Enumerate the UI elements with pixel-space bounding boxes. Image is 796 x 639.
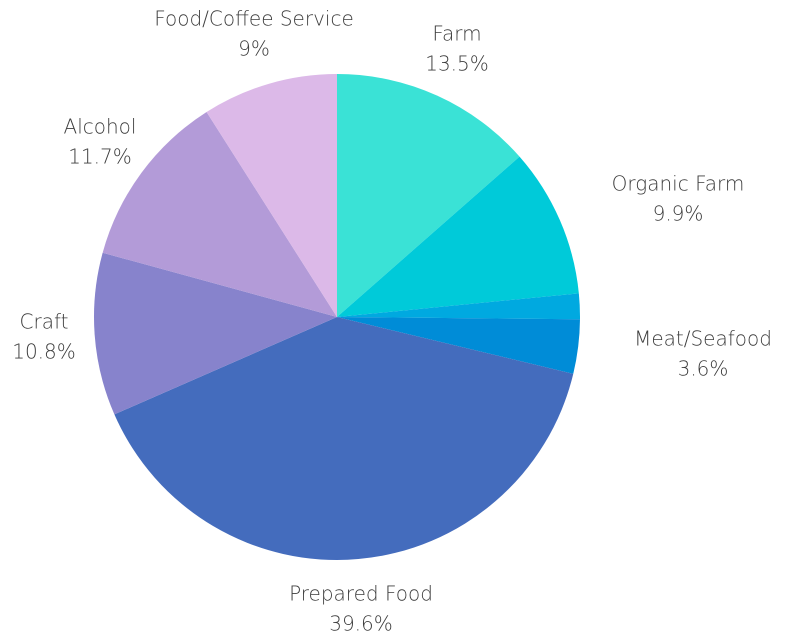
pie-slice-food-coffee-service xyxy=(206,74,337,317)
pie-slices xyxy=(94,74,581,561)
slice-value-craft: 10.8% xyxy=(12,340,76,364)
slice-value-alcohol: 11.7% xyxy=(68,145,132,169)
pie-slice-meat-seafood xyxy=(337,317,580,374)
slice-value-prepared-food: 39.6% xyxy=(329,612,393,636)
pie-slice-2 xyxy=(337,293,581,320)
slice-value-organic-farm: 9.9% xyxy=(653,202,704,226)
slice-label-meat-seafood: Meat/Seafood xyxy=(634,327,772,351)
slice-label-prepared-food: Prepared Food xyxy=(289,582,433,606)
slice-label-farm: Farm xyxy=(432,22,481,46)
slice-label-organic-farm: Organic Farm xyxy=(612,172,745,196)
pie-slice-farm xyxy=(337,74,520,317)
pie-slice-prepared-food xyxy=(114,317,574,561)
pie-slice-craft xyxy=(94,252,337,415)
slice-value-food-coffee-service: 9% xyxy=(238,37,270,61)
slice-value-farm: 13.5% xyxy=(425,52,489,76)
slice-label-food-coffee-service: Food/Coffee Service xyxy=(154,7,354,31)
slice-label-alcohol: Alcohol xyxy=(64,115,137,139)
slice-label-craft: Craft xyxy=(20,310,69,334)
pie-labels: Farm 13.5% Organic Farm 9.9% Meat/Seafood 3.6… xyxy=(12,7,772,636)
slice-value-meat-seafood: 3.6% xyxy=(678,357,729,381)
pie-slice-organic-farm xyxy=(337,156,579,317)
pie-slice-alcohol xyxy=(102,111,338,317)
